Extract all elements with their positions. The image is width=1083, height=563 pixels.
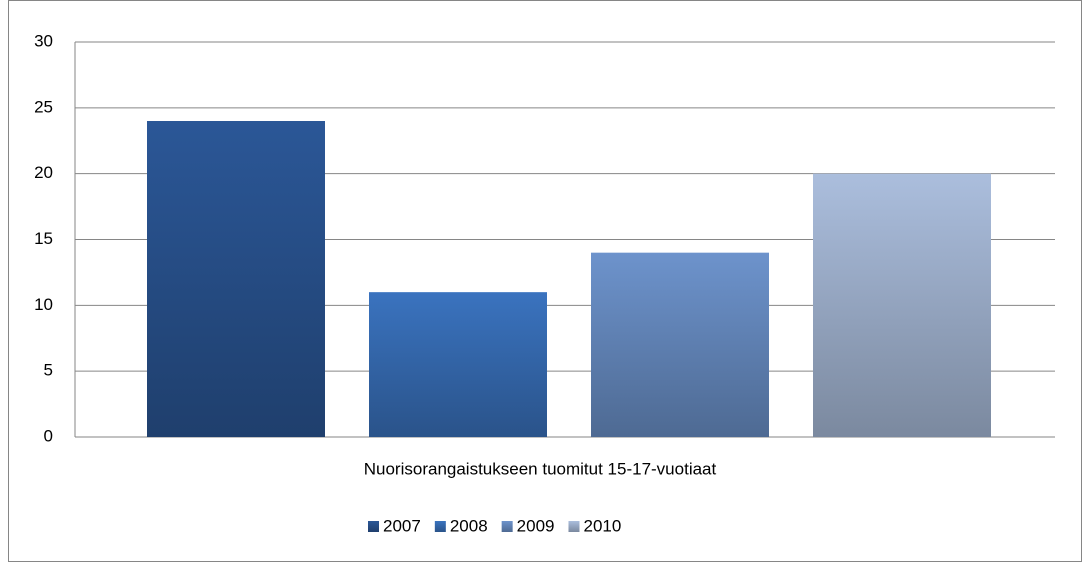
y-tick-label: 25 — [34, 97, 53, 116]
bar — [147, 121, 325, 437]
legend-swatch — [368, 521, 379, 532]
bar — [813, 173, 991, 437]
legend-label: 2010 — [583, 516, 621, 535]
legend-label: 2009 — [517, 516, 555, 535]
legend-swatch — [434, 521, 446, 532]
y-tick-label: 15 — [34, 229, 53, 248]
y-tick-label: 10 — [34, 295, 53, 314]
y-tick-label: 5 — [44, 361, 53, 380]
x-tick-label: Nuorisorangaistukseen tuomitut 15-17-vuo… — [364, 459, 717, 478]
legend-label: 2007 — [383, 516, 421, 535]
y-tick-label: 20 — [34, 163, 53, 182]
bar — [369, 292, 547, 437]
legend-label: 2008 — [450, 516, 488, 535]
legend-swatch — [501, 521, 513, 532]
y-tick-label: 0 — [44, 426, 53, 445]
bar — [591, 252, 769, 437]
legend-swatch — [568, 521, 580, 532]
y-tick-label: 30 — [34, 31, 53, 50]
